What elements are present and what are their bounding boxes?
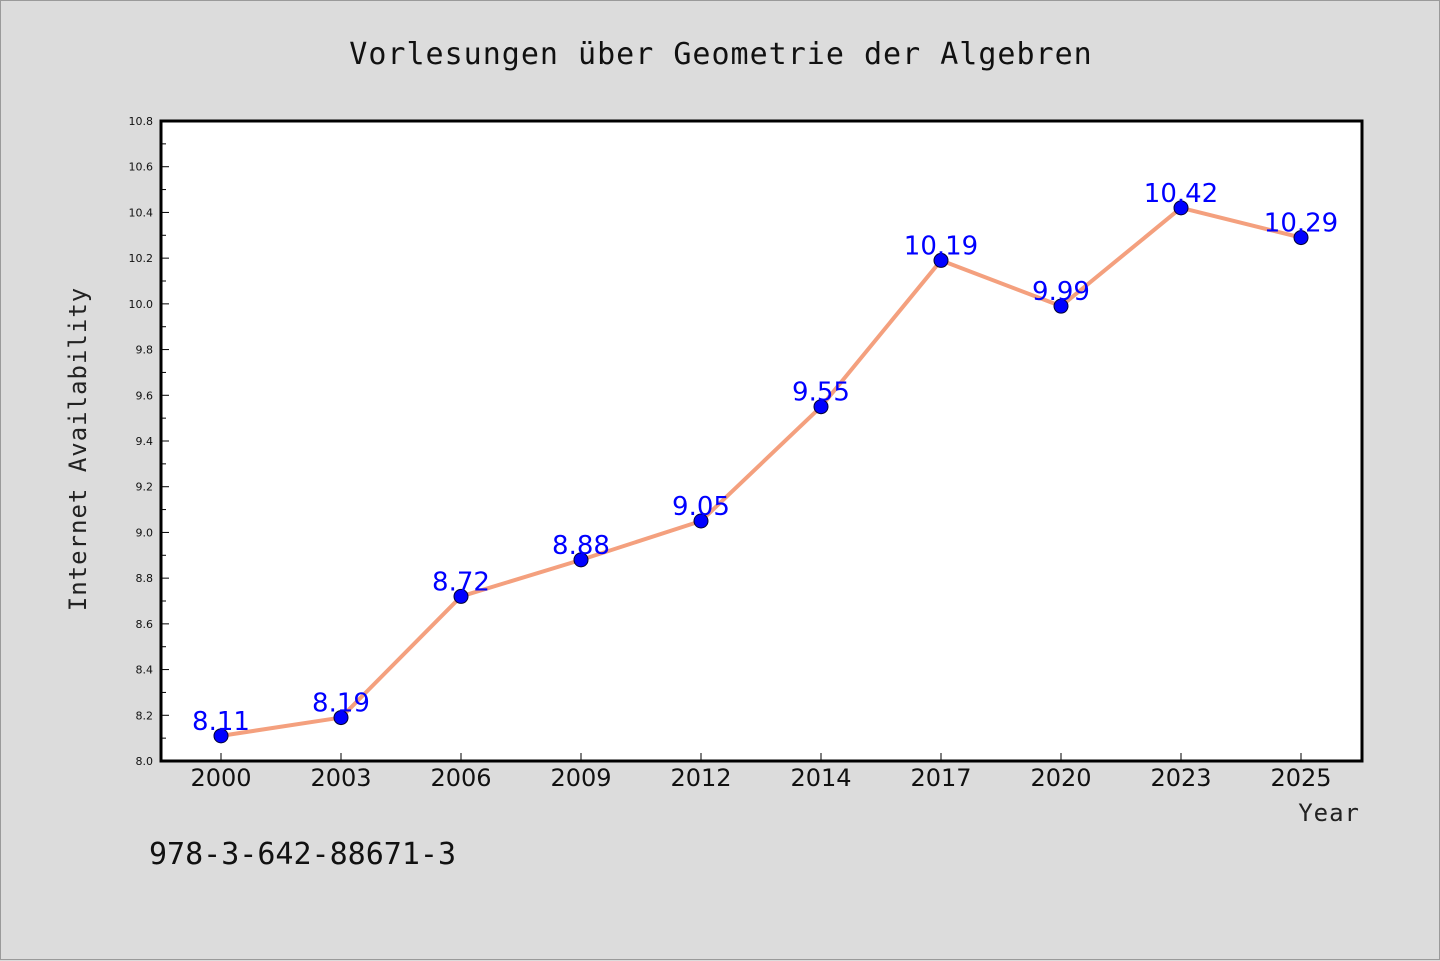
data-point-label: 9.05: [672, 492, 730, 522]
y-tick-label: 9.8: [136, 344, 154, 357]
x-tick-label: 2020: [1030, 764, 1091, 792]
data-point-marker: [573, 552, 589, 568]
y-tick-label: 9.0: [136, 526, 154, 539]
data-point-marker: [1053, 298, 1069, 314]
series-line-group: [219, 205, 1303, 738]
data-point-marker: [333, 710, 349, 726]
data-point-marker: [693, 513, 709, 529]
x-tick-label: 2006: [430, 764, 491, 792]
y-tick-label: 10.2: [129, 252, 154, 265]
x-tick-label: 2017: [910, 764, 971, 792]
footer-isbn: 978-3-642-88671-3: [149, 837, 456, 872]
data-point-marker: [1173, 200, 1189, 216]
y-axis: 8.0 8.2 8.4 8.6 8.8 9.0 9.2 9.4 9.6 9.8 10.0 10.2 10…: [129, 115, 169, 768]
y-tick-label: 8.2: [136, 709, 154, 722]
x-tick-label: 2003: [310, 764, 371, 792]
data-point-label: 9.99: [1032, 277, 1090, 307]
y-tick-label: 9.2: [136, 481, 154, 494]
y-axis-label: Internet Availability: [64, 287, 92, 611]
y-tick-label: 9.4: [136, 435, 154, 448]
data-point-label: 10.42: [1144, 179, 1218, 209]
data-point-label: 8.11: [192, 707, 250, 737]
y-tick-label: 10.4: [129, 206, 154, 219]
y-tick-label: 10.8: [129, 115, 154, 128]
y-tick-label: 8.6: [136, 618, 154, 631]
plot-area: [159, 119, 1364, 763]
x-axis: 2000 2003 2006 2009 2012 2014 2017 2020 2023 2025: [190, 753, 1332, 792]
data-point-marker: [933, 252, 949, 268]
x-tick-label: 2025: [1270, 764, 1331, 792]
chart-title: Vorlesungen über Geometrie der Algebren: [349, 37, 1092, 72]
x-tick-label: 2023: [1150, 764, 1211, 792]
x-axis-label: Year: [1298, 799, 1360, 827]
data-point-label: 8.72: [432, 567, 490, 597]
data-point-marker: [213, 728, 229, 744]
data-labels-group: 8.11 8.19 8.72 8.88 9.05 9.55 10.19 9.99 10.42 10…: [192, 179, 1338, 737]
data-point-label: 10.19: [904, 231, 978, 261]
series-line: [219, 205, 1303, 738]
y-tick-label: 8.4: [136, 664, 154, 677]
data-point-marker: [453, 588, 469, 604]
x-tick-label: 2014: [790, 764, 851, 792]
data-point-marker: [1293, 230, 1309, 246]
x-tick-label: 2012: [670, 764, 731, 792]
x-tick-label: 2009: [550, 764, 611, 792]
y-tick-label: 10.6: [129, 161, 154, 174]
data-point-label: 9.55: [792, 378, 850, 408]
data-point-label: 10.29: [1264, 209, 1338, 239]
data-point-marker: [813, 399, 829, 415]
y-tick-label: 8.0: [136, 755, 154, 768]
y-tick-label: 9.6: [136, 389, 154, 402]
markers-group: [213, 200, 1309, 744]
x-tick-label: 2000: [190, 764, 251, 792]
data-point-label: 8.19: [312, 689, 370, 719]
y-tick-label: 8.8: [136, 572, 154, 585]
data-point-label: 8.88: [552, 531, 610, 561]
y-tick-label: 10.0: [129, 298, 154, 311]
